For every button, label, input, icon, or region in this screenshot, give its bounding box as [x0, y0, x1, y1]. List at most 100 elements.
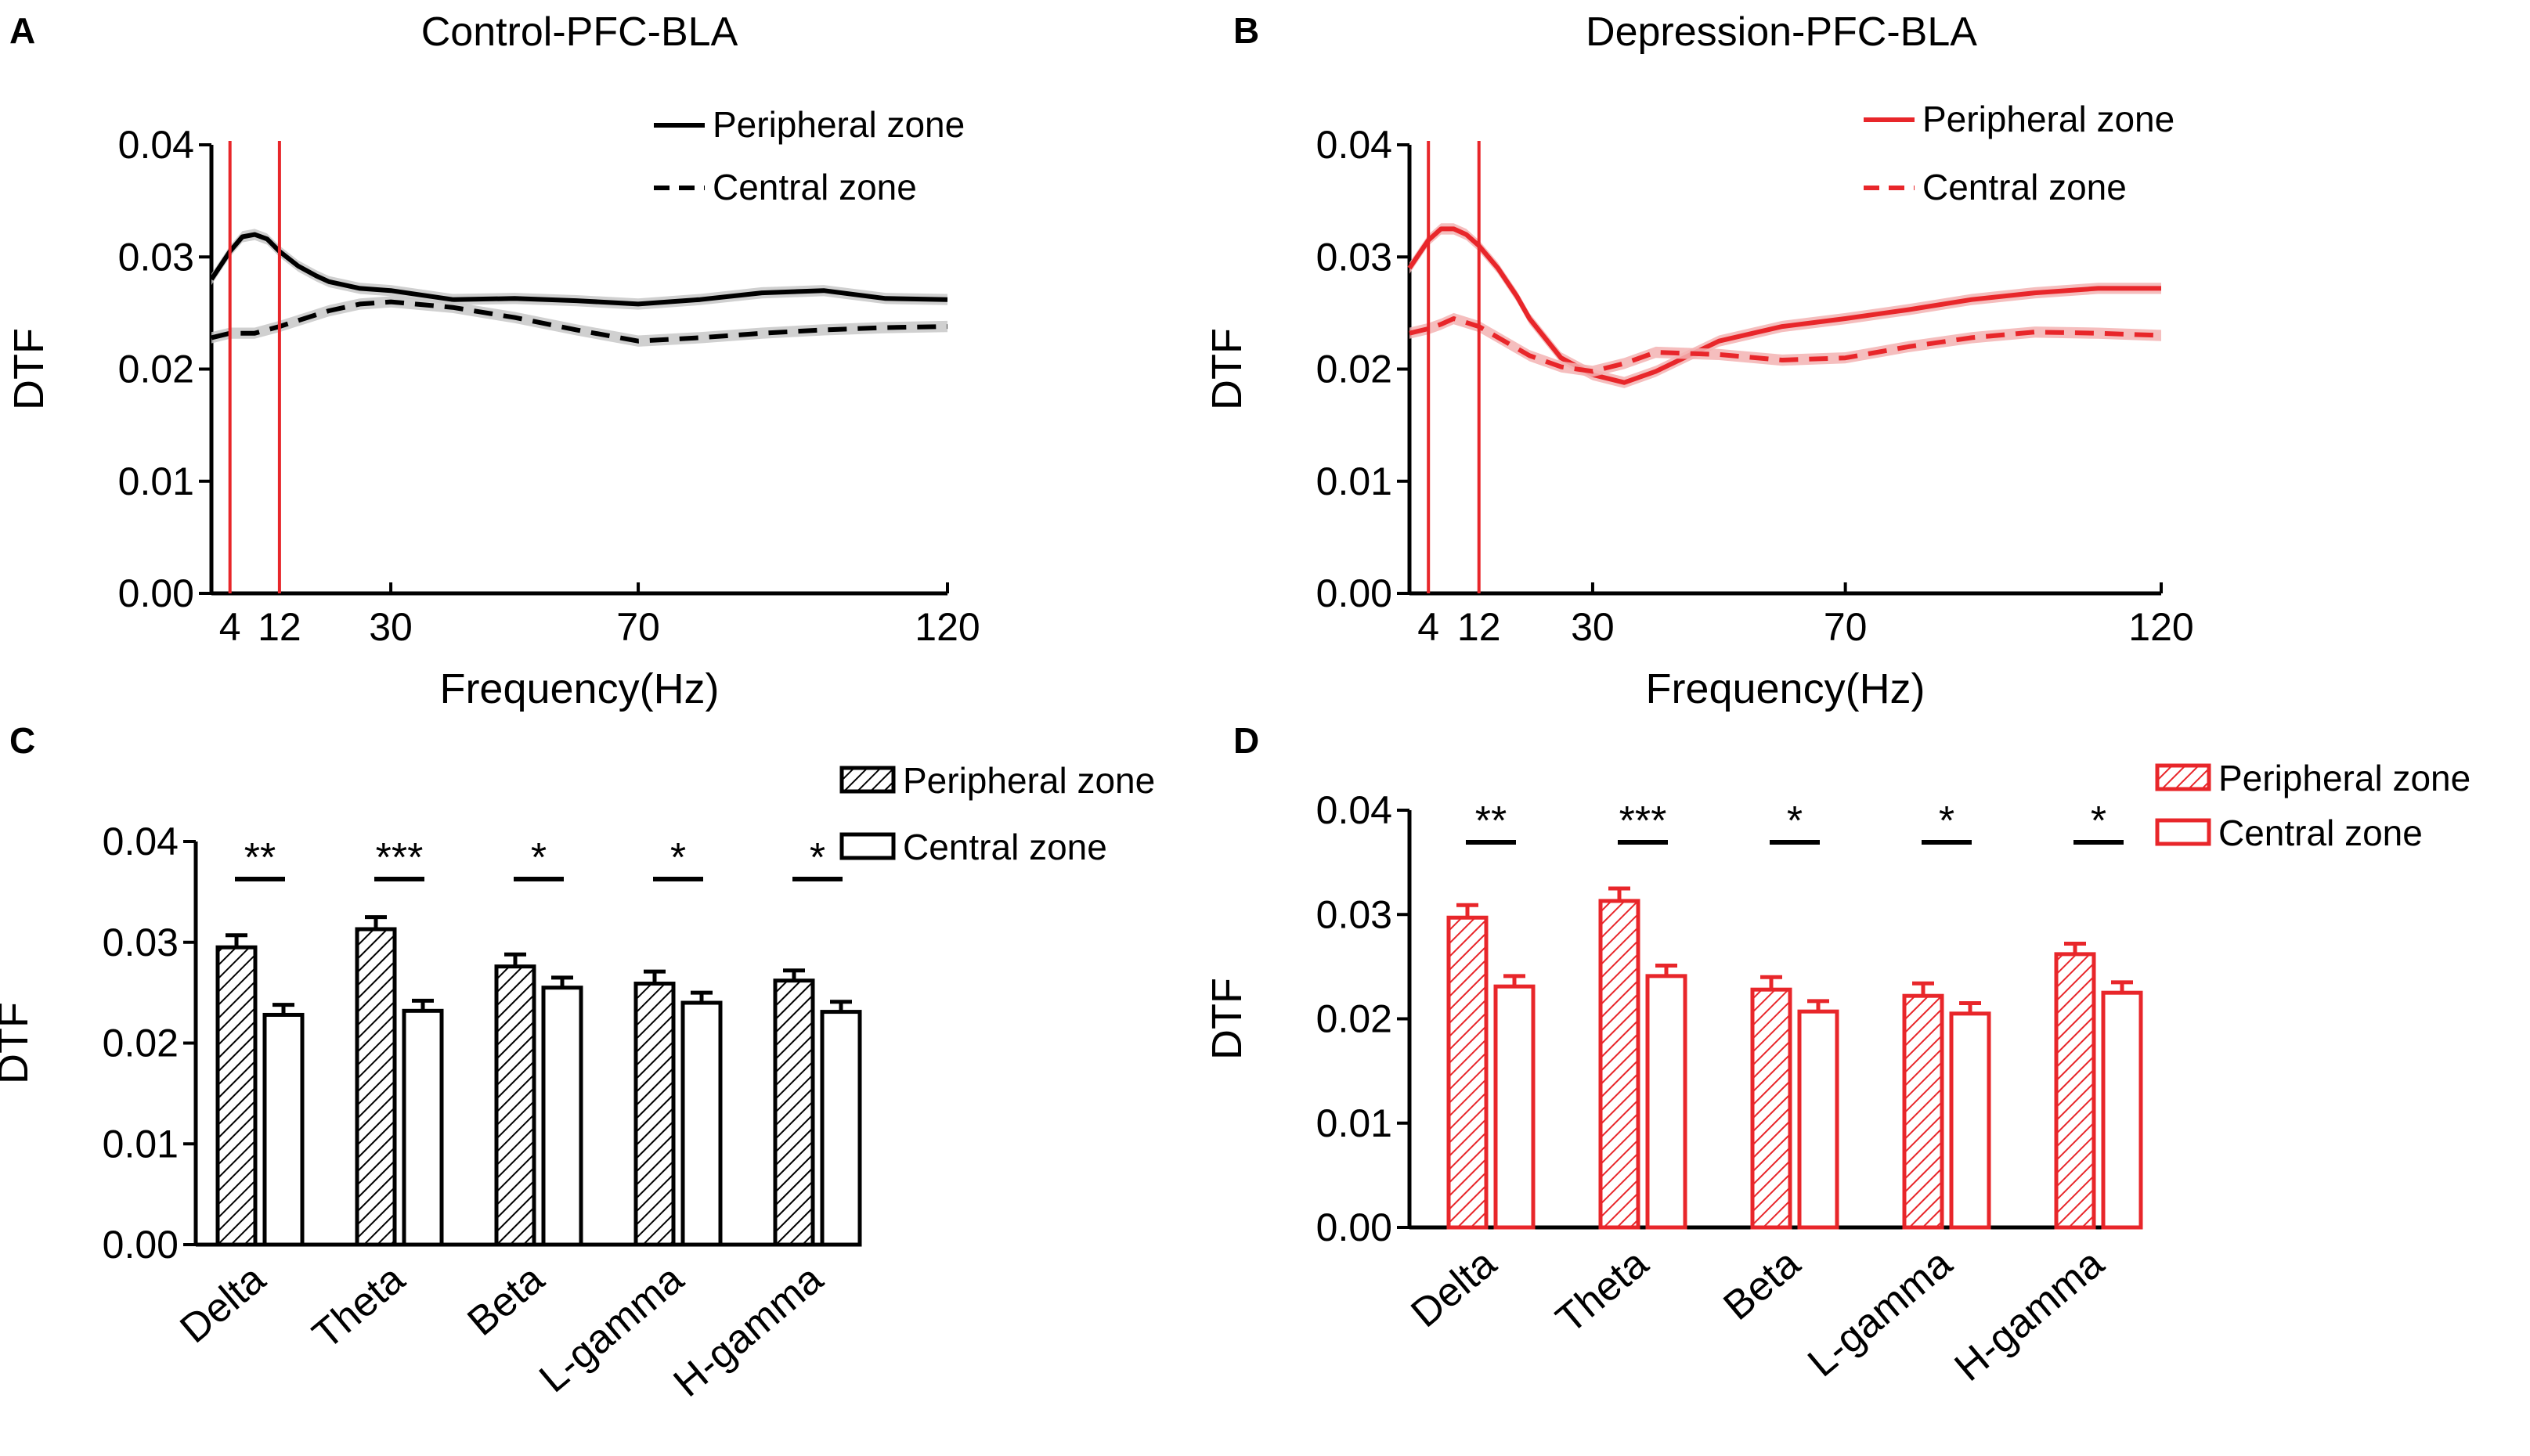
significance-stars: *	[2091, 798, 2106, 844]
x-tick-label: 12	[258, 605, 301, 649]
y-tick-label: 0.00	[103, 1223, 179, 1267]
significance-stars: ***	[376, 835, 424, 881]
y-axis-label: DTF	[0, 1002, 37, 1084]
x-axis-label: Frequency(Hz)	[439, 665, 719, 712]
significance-stars: *	[1787, 798, 1803, 844]
panel-letter: C	[9, 720, 35, 761]
y-tick-label: 0.03	[103, 921, 179, 964]
y-tick-label: 0.01	[118, 460, 194, 503]
y-tick-label: 0.03	[1316, 892, 1392, 936]
legend-swatch	[839, 832, 896, 860]
y-tick-label: 0.01	[103, 1122, 179, 1166]
bar-central	[1493, 984, 1536, 1230]
legend-label: Central zone	[713, 167, 917, 207]
x-tick-label: 120	[915, 605, 980, 649]
y-tick-label: 0.02	[1316, 348, 1392, 391]
category-label: H-gamma	[1947, 1241, 2113, 1390]
y-tick-label: 0.02	[118, 348, 194, 391]
x-tick-label: 70	[616, 605, 660, 649]
bar-central	[402, 1008, 444, 1247]
bar-peripheral	[2054, 952, 2096, 1230]
panel-a: A Control-PFC-BLA 0.00 0.01 0.02 0.03 0.04 4 12 3…	[5, 9, 980, 712]
chart-title: Depression-PFC-BLA	[1586, 9, 1977, 55]
x-tick-label: 4	[219, 605, 241, 649]
x-tick-label: 70	[1824, 605, 1868, 649]
significance-stars: **	[1475, 798, 1507, 844]
bar-central	[1797, 1009, 1839, 1230]
legend-label: Peripheral zone	[713, 104, 965, 145]
bar-peripheral	[1902, 993, 1944, 1230]
y-tick-label: 0.00	[1316, 1206, 1392, 1249]
y-tick-label: 0.02	[103, 1022, 179, 1065]
bar-peripheral	[1598, 899, 1640, 1230]
bar-peripheral	[215, 945, 258, 1247]
panel-letter: D	[1233, 720, 1259, 761]
category-label: Beta	[459, 1256, 552, 1345]
bar-peripheral	[1446, 915, 1489, 1230]
significance-stars: **	[244, 835, 276, 881]
y-axis-label: DTF	[1204, 328, 1251, 410]
legend-swatch	[2155, 763, 2211, 791]
bar-central	[680, 1000, 723, 1247]
y-tick-label: 0.03	[118, 235, 194, 279]
y-tick-label: 0.01	[1316, 460, 1392, 503]
significance-stars: *	[670, 835, 686, 881]
bar-peripheral	[494, 964, 536, 1247]
category-label: L-gamma	[531, 1256, 692, 1402]
y-tick-label: 0.04	[118, 123, 194, 167]
y-tick-label: 0.00	[1316, 571, 1392, 615]
y-tick-label: 0.04	[1316, 123, 1392, 167]
y-axis-label: DTF	[5, 328, 52, 410]
y-tick-label: 0.04	[103, 820, 179, 863]
panel-letter: B	[1233, 10, 1259, 51]
x-axis-label: Frequency(Hz)	[1645, 665, 1925, 712]
panel-letter: A	[9, 10, 35, 51]
legend-label: Central zone	[2218, 813, 2423, 853]
bar-peripheral	[773, 978, 815, 1247]
panel-d: D0.000.010.020.030.04DTF**Delta***Theta*…	[1204, 720, 2470, 1390]
x-tick-label: 4	[1417, 605, 1439, 649]
significance-stars: *	[531, 835, 547, 881]
category-label: Theta	[1548, 1241, 1657, 1342]
sem-band	[211, 229, 947, 310]
bar-central	[262, 1012, 305, 1247]
y-tick-label: 0.04	[1316, 788, 1392, 832]
series-line-central	[211, 299, 948, 344]
sem-band	[1409, 312, 2161, 377]
bar-central	[1645, 974, 1687, 1230]
bar-peripheral	[633, 982, 676, 1247]
bar-central	[820, 1010, 862, 1247]
significance-stars: *	[810, 835, 825, 881]
x-tick-label: 30	[369, 605, 413, 649]
legend-label: Peripheral zone	[2218, 758, 2470, 798]
series-line-central	[1409, 316, 2162, 374]
legend-label: Central zone	[1922, 167, 2127, 207]
legend-label: Peripheral zone	[1922, 99, 2175, 139]
significance-stars: *	[1939, 798, 1954, 844]
panel-b: B Depression-PFC-BLA 0.00 0.01 0.02 0.03 0.04 4…	[1204, 9, 2194, 712]
category-label: Delta	[171, 1256, 273, 1353]
series-line-peripheral	[209, 232, 948, 307]
bar-central	[2101, 990, 2143, 1230]
y-tick-label: 0.03	[1316, 235, 1392, 279]
y-tick-label: 0.01	[1316, 1101, 1392, 1145]
legend-label: Central zone	[903, 827, 1107, 867]
legend-swatch	[2155, 818, 2211, 846]
bar-central	[1949, 1011, 1991, 1230]
y-tick-label: 0.00	[118, 571, 194, 615]
bar-peripheral	[1750, 987, 1792, 1230]
significance-stars: ***	[1619, 798, 1667, 844]
sem-band	[211, 296, 947, 347]
category-label: Delta	[1402, 1241, 1504, 1337]
category-label: H-gamma	[666, 1256, 832, 1406]
legend-swatch	[839, 766, 896, 794]
panel-c: C0.000.010.020.030.04DTF**Delta***Theta*…	[0, 720, 1155, 1406]
x-tick-label: 12	[1457, 605, 1501, 649]
category-label: L-gamma	[1799, 1241, 1961, 1386]
bar-peripheral	[355, 927, 397, 1247]
category-label: Theta	[305, 1256, 413, 1358]
legend-label: Peripheral zone	[903, 760, 1155, 801]
category-label: Beta	[1715, 1241, 1808, 1329]
x-tick-label: 120	[2128, 605, 2193, 649]
